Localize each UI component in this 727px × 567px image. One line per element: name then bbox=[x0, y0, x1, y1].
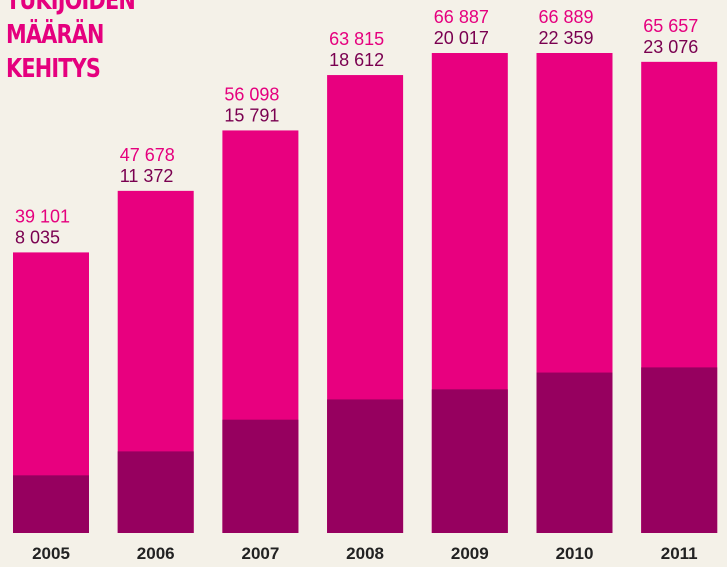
x-tick-label: 2006 bbox=[137, 544, 175, 563]
bar bbox=[13, 475, 89, 533]
x-tick-label: 2009 bbox=[451, 544, 489, 563]
data-label: 22 359 bbox=[539, 28, 594, 48]
x-tick-label: 2010 bbox=[556, 544, 594, 563]
data-label: 47 678 bbox=[120, 145, 175, 165]
data-label: 66 887 bbox=[434, 7, 489, 27]
bar bbox=[536, 372, 613, 533]
data-label: 56 098 bbox=[224, 84, 279, 104]
data-label: 39 101 bbox=[15, 206, 70, 226]
data-label: 63 815 bbox=[329, 29, 384, 49]
data-label: 66 889 bbox=[539, 7, 594, 27]
data-label: 65 657 bbox=[643, 16, 698, 36]
bar bbox=[327, 399, 404, 533]
bar bbox=[117, 451, 194, 533]
x-tick-label: 2007 bbox=[241, 544, 279, 563]
data-label: 20 017 bbox=[434, 28, 489, 48]
bar bbox=[431, 389, 508, 533]
data-label: 11 372 bbox=[120, 166, 174, 186]
x-tick-label: 2005 bbox=[32, 544, 70, 563]
bar bbox=[641, 367, 718, 533]
bar bbox=[222, 419, 299, 533]
x-tick-label: 2011 bbox=[661, 544, 698, 563]
data-label: 23 076 bbox=[643, 37, 698, 57]
x-tick-label: 2008 bbox=[346, 544, 384, 563]
data-label: 15 791 bbox=[224, 105, 279, 125]
chart-title: TUKIJOIDEN MÄÄRÄN KEHITYS bbox=[6, 0, 136, 84]
data-label: 8 035 bbox=[15, 227, 60, 247]
data-label: 18 612 bbox=[329, 50, 384, 70]
